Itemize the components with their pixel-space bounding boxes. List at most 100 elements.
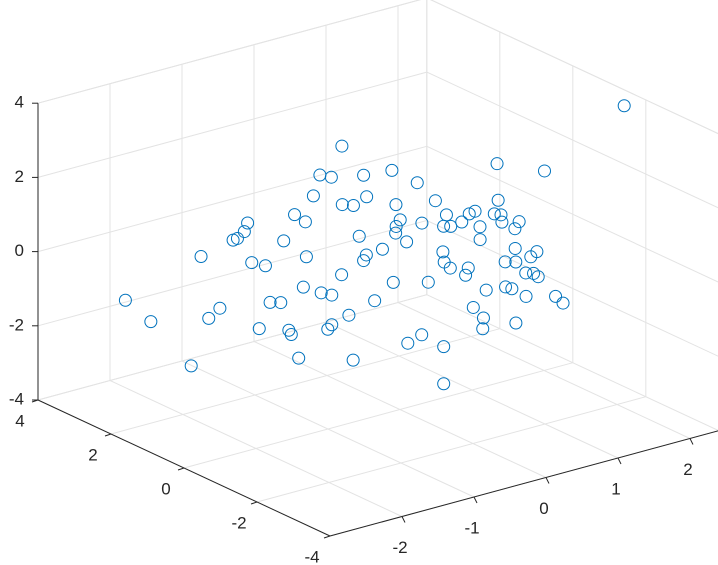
y-tick <box>250 501 258 505</box>
grid-line <box>37 145 427 253</box>
data-point <box>462 207 476 221</box>
data-point <box>498 255 512 269</box>
data-point <box>437 377 451 391</box>
data-point <box>473 233 487 247</box>
x-tick-label: 1 <box>611 479 620 498</box>
grid-line <box>183 362 573 469</box>
data-point <box>468 204 482 218</box>
x-tick <box>689 438 694 445</box>
data-point <box>118 293 132 307</box>
data-point <box>410 176 424 190</box>
data-point <box>335 139 349 153</box>
data-point <box>184 359 198 373</box>
data-point <box>556 296 570 310</box>
data-point <box>346 353 360 367</box>
data-point <box>508 222 522 236</box>
data-point <box>443 261 457 275</box>
x-tick <box>401 516 406 523</box>
data-point <box>360 190 374 204</box>
data-point <box>512 215 526 229</box>
z-tick-label: 0 <box>15 241 24 260</box>
data-point <box>202 311 216 325</box>
data-point <box>519 266 533 280</box>
data-point <box>437 340 451 354</box>
data-point <box>321 322 335 336</box>
data-point <box>325 318 339 332</box>
data-point <box>359 248 373 262</box>
data-point <box>509 316 523 330</box>
grid-line <box>426 294 718 431</box>
data-point <box>476 311 490 325</box>
x-tick <box>617 457 622 465</box>
z-tick-label: 4 <box>15 93 24 112</box>
x-tick-label: 2 <box>683 460 692 479</box>
x-tick <box>545 477 550 484</box>
y-tick-label: -2 <box>231 513 246 532</box>
x-tick-label: 0 <box>539 499 548 518</box>
grid-line <box>426 145 718 283</box>
data-point <box>241 216 255 230</box>
data-point <box>508 241 522 255</box>
x-tick <box>473 496 478 504</box>
data-point <box>357 168 371 182</box>
grid-line <box>426 71 718 209</box>
y-tick <box>177 467 185 471</box>
data-point <box>313 168 327 182</box>
data-point <box>357 254 371 268</box>
data-point <box>476 322 490 336</box>
data-point <box>375 242 389 256</box>
y-tick-label: 0 <box>161 479 170 498</box>
data-point <box>473 220 487 234</box>
data-point <box>352 229 366 243</box>
data-point <box>296 280 310 294</box>
data-point <box>491 193 505 207</box>
data-point <box>531 270 545 284</box>
data-point <box>415 328 429 342</box>
data-point <box>299 250 313 264</box>
y-tick-label: -4 <box>304 547 319 565</box>
data-point <box>499 280 513 294</box>
data-point <box>428 194 442 208</box>
data-point <box>298 215 312 229</box>
z-tick-label: -4 <box>9 389 24 408</box>
data-point <box>459 268 473 282</box>
data-point <box>274 296 288 310</box>
data-point <box>455 215 469 229</box>
grid-line <box>256 396 646 503</box>
data-point <box>213 301 227 315</box>
data-point <box>230 231 244 245</box>
data-point <box>342 308 356 322</box>
data-point <box>386 275 400 289</box>
data-point <box>346 199 360 213</box>
data-point <box>439 208 453 222</box>
data-point <box>401 336 415 350</box>
data-point <box>393 213 407 227</box>
data-point <box>461 261 475 275</box>
x-tick-label: -1 <box>464 518 479 537</box>
data-point <box>400 235 414 249</box>
data-point <box>389 219 403 233</box>
data-point <box>335 198 349 212</box>
data-point <box>389 198 403 212</box>
data-point <box>263 295 277 309</box>
data-point <box>415 216 429 230</box>
data-point <box>479 283 493 297</box>
z-tick-label: 2 <box>15 167 24 186</box>
pane-edge <box>37 0 421 104</box>
data-point <box>495 215 509 229</box>
data-point <box>306 189 320 203</box>
y-tick <box>104 433 112 437</box>
data-point <box>252 322 266 336</box>
data-point <box>284 328 298 342</box>
data-point <box>324 170 338 184</box>
data-point <box>385 163 399 177</box>
data-point <box>436 245 450 259</box>
grid-line <box>37 294 427 401</box>
data-point <box>368 294 382 308</box>
data-point <box>538 164 551 178</box>
data-point <box>466 300 480 314</box>
data-point <box>282 323 296 337</box>
grid-line <box>37 71 427 178</box>
y-tick <box>31 399 39 403</box>
data-point <box>144 315 158 329</box>
